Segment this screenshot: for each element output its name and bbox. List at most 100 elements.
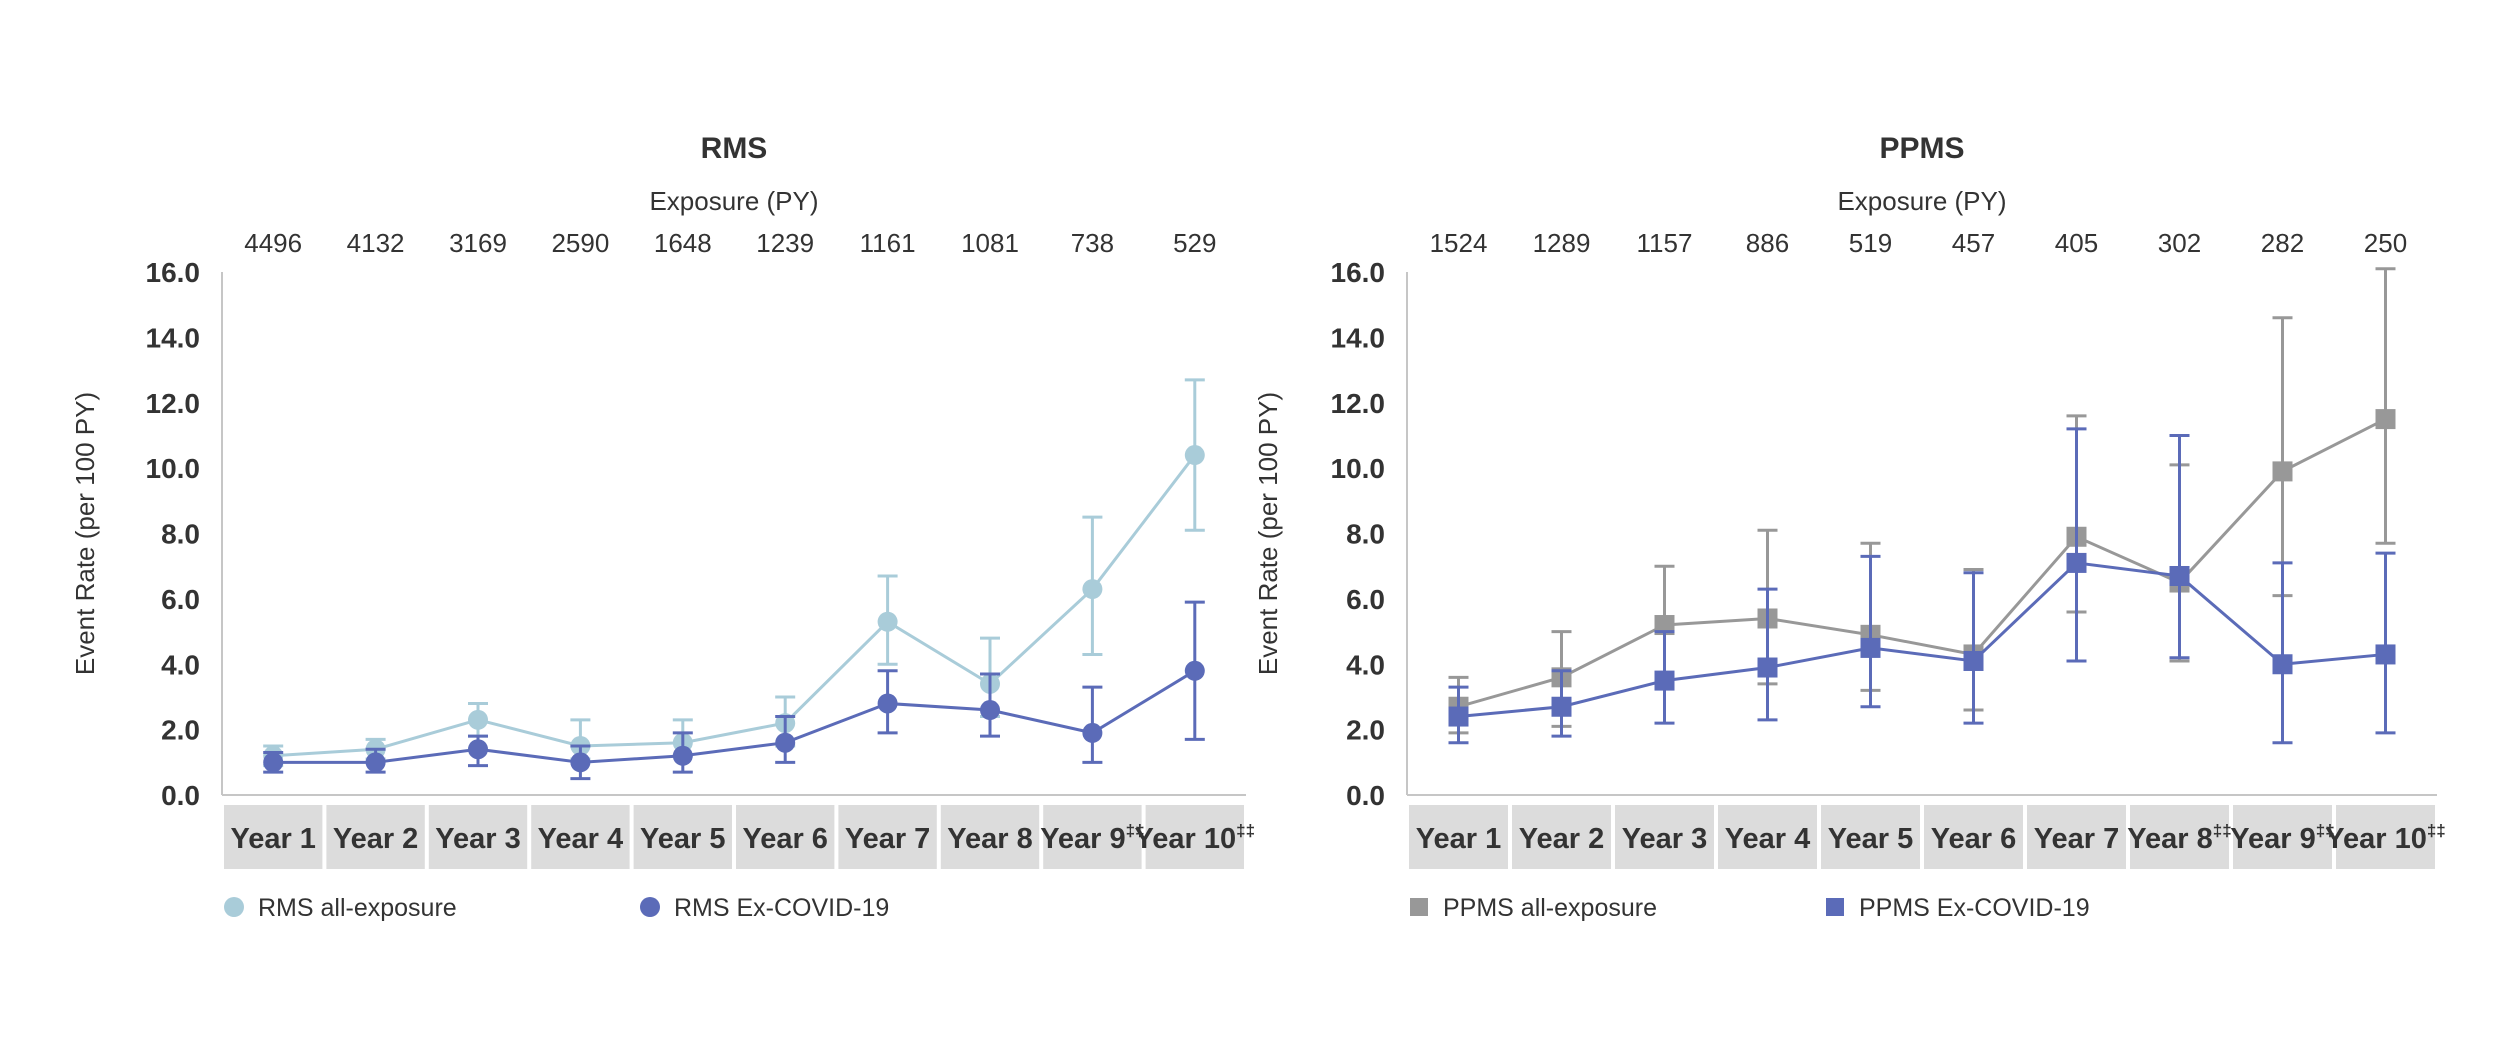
- x-tick-label: Year 10‡‡: [1135, 821, 1256, 855]
- x-tick-label-text: Year 5: [1828, 823, 1913, 855]
- x-tick-label-text: Year 2: [1519, 823, 1604, 855]
- category-box: [2130, 805, 2229, 869]
- x-tick-label: Year 8: [947, 823, 1032, 855]
- data-point: [775, 732, 796, 753]
- y-tick-label: 6.0: [1346, 584, 1385, 615]
- series-rms-all-exposure: [263, 378, 1205, 768]
- data-point: [980, 700, 1000, 721]
- chart-panel-ppms: PPMS Exposure (PY) 1524 1289 1157 886 519 457 40…: [1253, 132, 2446, 922]
- data-point: [1184, 445, 1205, 466]
- category-box: [1615, 805, 1714, 869]
- exposure-value: 1239: [756, 228, 814, 258]
- y-tick-label: 10.0: [146, 453, 201, 484]
- y-tick-label: 12.0: [1331, 388, 1386, 419]
- data-point: [1963, 650, 1984, 671]
- x-tick-label: Year 7: [2034, 823, 2119, 855]
- exposure-value: 1157: [1637, 228, 1693, 258]
- legend-marker: [640, 897, 660, 917]
- data-point: [468, 739, 488, 760]
- data-point: [263, 752, 284, 773]
- y-tick-label: 12.0: [146, 388, 201, 419]
- x-tick-label-superscript: ‡‡: [2427, 821, 2446, 840]
- x-tick-label: Year 8‡‡: [2127, 821, 2231, 855]
- exposure-label: Exposure (PY): [1837, 186, 2006, 216]
- y-tick-label: 0.0: [161, 780, 200, 811]
- x-tick-label: Year 10‡‡: [2325, 821, 2446, 855]
- legend-label: RMS all-exposure: [258, 894, 457, 922]
- x-tick-label-text: Year 7: [2034, 823, 2119, 855]
- x-tick-label-text: Year 9: [1040, 823, 1125, 855]
- x-tick-label-text: Year 3: [1622, 823, 1707, 855]
- exposure-value: 3169: [449, 228, 507, 258]
- y-tick-label: 10.0: [1331, 453, 1386, 484]
- x-tick-label: Year 9‡‡: [2230, 821, 2334, 855]
- series-ppms-ex-covid-19: [1448, 427, 2396, 745]
- y-tick-label: 6.0: [161, 584, 200, 615]
- data-point: [570, 752, 591, 773]
- exposure-label: Exposure (PY): [649, 186, 818, 216]
- category-box: [1512, 805, 1611, 869]
- chart-title: PPMS: [1879, 132, 1964, 165]
- legend-marker: [1826, 898, 1844, 916]
- category-box: [2027, 805, 2126, 869]
- category-box: [1924, 805, 2023, 869]
- data-point: [365, 752, 386, 773]
- x-tick-label: Year 4: [538, 823, 623, 855]
- data-point: [1082, 722, 1103, 743]
- x-tick-label-text: Year 3: [435, 823, 520, 855]
- y-tick-label: 2.0: [1346, 715, 1385, 746]
- legend-label: PPMS Ex-COVID-19: [1859, 894, 2090, 922]
- category-box: [2233, 805, 2332, 869]
- exposure-value: 1648: [654, 228, 712, 258]
- data-point: [1654, 615, 1675, 636]
- x-tick-label: Year 6: [742, 823, 827, 855]
- data-point: [1184, 660, 1205, 681]
- y-tick-label: 4.0: [161, 649, 200, 680]
- x-tick-label-text: Year 9: [2230, 823, 2315, 855]
- exposure-value: 457: [1952, 228, 1995, 258]
- x-tick-label-text: Year 6: [1931, 823, 2016, 855]
- data-point: [672, 745, 693, 766]
- x-tick-label-text: Year 2: [333, 823, 418, 855]
- category-box: [224, 805, 323, 869]
- exposure-value: 1289: [1533, 228, 1591, 258]
- category-box: [838, 805, 937, 869]
- exposure-value: 738: [1071, 228, 1114, 258]
- x-tick-label: Year 1: [230, 823, 315, 855]
- exposure-value: 282: [2261, 228, 2304, 258]
- category-box: [1043, 805, 1142, 869]
- legend-label: PPMS all-exposure: [1443, 894, 1657, 922]
- data-point: [1082, 579, 1103, 600]
- exposure-value: 1081: [961, 228, 1019, 258]
- category-box: [1821, 805, 1920, 869]
- x-tick-label-text: Year 1: [1416, 823, 1501, 855]
- x-tick-label: Year 2: [333, 823, 418, 855]
- data-point: [2066, 552, 2087, 573]
- data-point: [2169, 565, 2190, 586]
- x-tick-label: Year 7: [845, 823, 930, 855]
- exposure-value: 2590: [551, 228, 609, 258]
- exposure-value: 405: [2055, 228, 2098, 258]
- exposure-value: 519: [1849, 228, 1892, 258]
- x-tick-label-text: Year 4: [1725, 823, 1810, 855]
- exposure-value: 302: [2158, 228, 2201, 258]
- x-tick-label-superscript: ‡‡: [1236, 821, 1255, 840]
- x-tick-label-text: Year 5: [640, 823, 725, 855]
- exposure-value: 250: [2364, 228, 2407, 258]
- exposure-value: 4496: [244, 228, 302, 258]
- category-box: [428, 805, 528, 869]
- x-tick-label: Year 3: [1622, 823, 1707, 855]
- legend-label: RMS Ex-COVID-19: [674, 894, 889, 922]
- y-tick-label: 14.0: [146, 322, 201, 353]
- exposure-value: 1161: [860, 228, 916, 258]
- x-tick-label-superscript: ‡‡: [1126, 821, 1145, 840]
- x-tick-label-superscript: ‡‡: [2316, 821, 2335, 840]
- exposure-value: 886: [1746, 228, 1789, 258]
- category-box: [2336, 805, 2435, 869]
- x-tick-label-text: Year 4: [538, 823, 623, 855]
- exposure-value: 4132: [347, 228, 405, 258]
- y-tick-label: 8.0: [1346, 519, 1385, 550]
- data-point: [877, 693, 898, 714]
- chart-panel-rms: RMS Exposure (PY) 4496 4132 3169 2590 1648 1239…: [70, 132, 1255, 922]
- series-line: [273, 669, 1196, 764]
